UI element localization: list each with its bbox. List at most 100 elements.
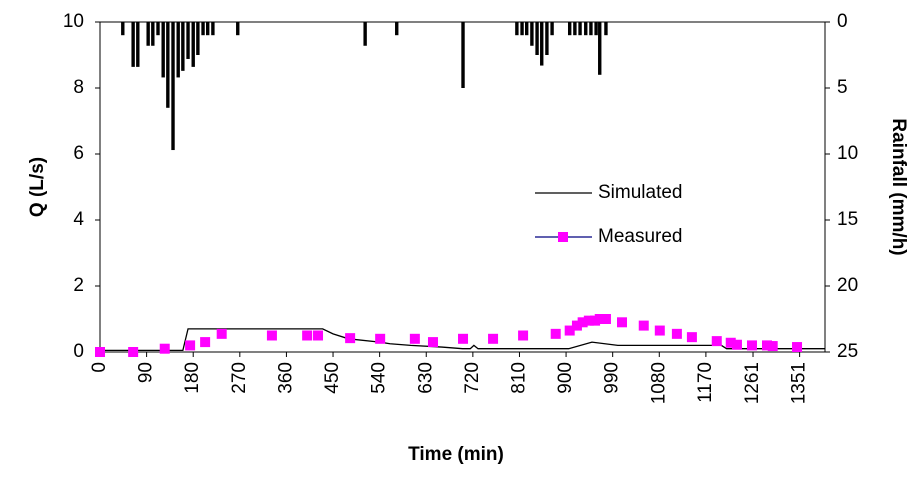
y2-tick-label: 10	[837, 143, 858, 164]
rainfall-bar	[161, 22, 165, 78]
rainfall-bar	[206, 22, 210, 36]
measured-point	[518, 330, 529, 341]
y-tick-label: 6	[73, 143, 84, 164]
measured-point	[458, 333, 469, 344]
x-tick-label: 540	[369, 362, 390, 394]
measured-point	[95, 347, 105, 357]
x-tick-label: 810	[508, 362, 529, 394]
y-tick-label: 10	[63, 11, 84, 32]
measured-point	[185, 340, 196, 351]
measured-point	[266, 330, 277, 341]
rainfall-bar	[525, 22, 529, 36]
rainfall-bar	[567, 22, 572, 36]
y-tick-label: 0	[73, 341, 84, 362]
measured-point	[746, 340, 757, 351]
measured-point	[345, 333, 356, 344]
measured-point	[600, 314, 611, 324]
rainfall-bar	[584, 22, 588, 36]
x-tick-label: 360	[275, 362, 296, 394]
legend-label: Simulated	[598, 182, 683, 203]
rainfall-bar	[530, 22, 534, 46]
x-tick-label: 90	[136, 362, 157, 383]
y2-tick-label: 5	[837, 77, 848, 98]
measured-point	[711, 336, 722, 347]
measured-point	[767, 341, 778, 352]
measured-point	[302, 330, 313, 341]
measured-point	[792, 342, 803, 353]
rainfall-bar	[236, 22, 240, 36]
y2-tick-label: 20	[837, 275, 858, 296]
rainfall-bar	[196, 22, 200, 55]
x-tick-label: 180	[182, 362, 203, 394]
rainfall-bar	[181, 22, 185, 71]
rainfall-bar	[176, 22, 180, 78]
measured-point	[216, 328, 227, 339]
measured-point	[409, 333, 420, 344]
measured-point	[617, 317, 627, 328]
measured-point	[725, 337, 736, 348]
measured-point	[128, 347, 139, 357]
rainfall-bar	[121, 22, 125, 36]
rainfall-bar	[166, 22, 170, 108]
rainfall-bar	[578, 22, 582, 36]
x-tick-label: 990	[602, 362, 623, 394]
measured-point	[638, 320, 649, 331]
rainfall-bar	[604, 22, 608, 36]
x-tick-label: 0	[89, 362, 110, 373]
measured-point	[375, 333, 386, 344]
y2-axis-label: Rainfall (mm/h)	[888, 118, 909, 255]
x-axis-label: Time (min)	[408, 444, 504, 465]
y2-tick-label: 25	[837, 341, 858, 362]
rainfall-bar	[186, 22, 190, 59]
rainfall-bar	[211, 22, 215, 36]
measured-point	[427, 337, 438, 348]
y2-tick-label: 15	[837, 209, 858, 230]
measured-point	[762, 340, 772, 351]
measured-point	[731, 339, 742, 350]
measured-point	[671, 328, 682, 339]
rainfall-bar	[594, 22, 598, 36]
legend-marker	[558, 232, 568, 242]
rainfall-bar	[573, 22, 577, 36]
rainfall-bar	[550, 22, 554, 36]
rainfall-bar	[598, 22, 602, 75]
rainfall-bar	[131, 22, 135, 67]
measured-point	[200, 337, 211, 348]
simulated-line	[100, 328, 825, 351]
rainfall-bar	[395, 22, 399, 36]
measured-point	[313, 330, 324, 341]
x-tick-label: 1351	[789, 362, 810, 404]
rainfall-bar	[201, 22, 205, 36]
x-tick-label: 1170	[695, 362, 716, 403]
measured-point	[594, 314, 605, 324]
rainfall-bar	[151, 22, 155, 46]
rainfall-bar	[545, 22, 549, 55]
y-tick-label: 8	[73, 77, 84, 98]
rainfall-bar	[363, 22, 367, 46]
rainfall-bar	[461, 22, 465, 88]
x-tick-label: 900	[555, 362, 576, 394]
legend-label: Measured	[598, 226, 683, 247]
x-tick-label: 1080	[648, 362, 669, 404]
rainfall-bar	[136, 22, 140, 67]
measured-point	[564, 325, 575, 336]
measured-point	[159, 343, 170, 354]
y-tick-label: 2	[73, 275, 84, 296]
measured-point	[583, 315, 594, 326]
x-tick-label: 720	[462, 362, 483, 394]
y-tick-label: 4	[73, 209, 84, 230]
measured-point	[686, 332, 697, 343]
x-tick-label: 1261	[742, 362, 763, 404]
measured-point	[488, 333, 499, 344]
y-axis-label: Q (L/s)	[27, 157, 48, 217]
x-tick-label: 270	[229, 362, 250, 394]
measured-point	[577, 317, 588, 328]
rainfall-bar	[171, 22, 175, 151]
rainfall-bar	[146, 22, 150, 46]
rainfall-bar	[540, 22, 544, 66]
measured-point	[550, 328, 561, 339]
measured-point	[571, 320, 582, 331]
rainfall-bar	[191, 22, 195, 67]
measured-point	[654, 325, 665, 336]
